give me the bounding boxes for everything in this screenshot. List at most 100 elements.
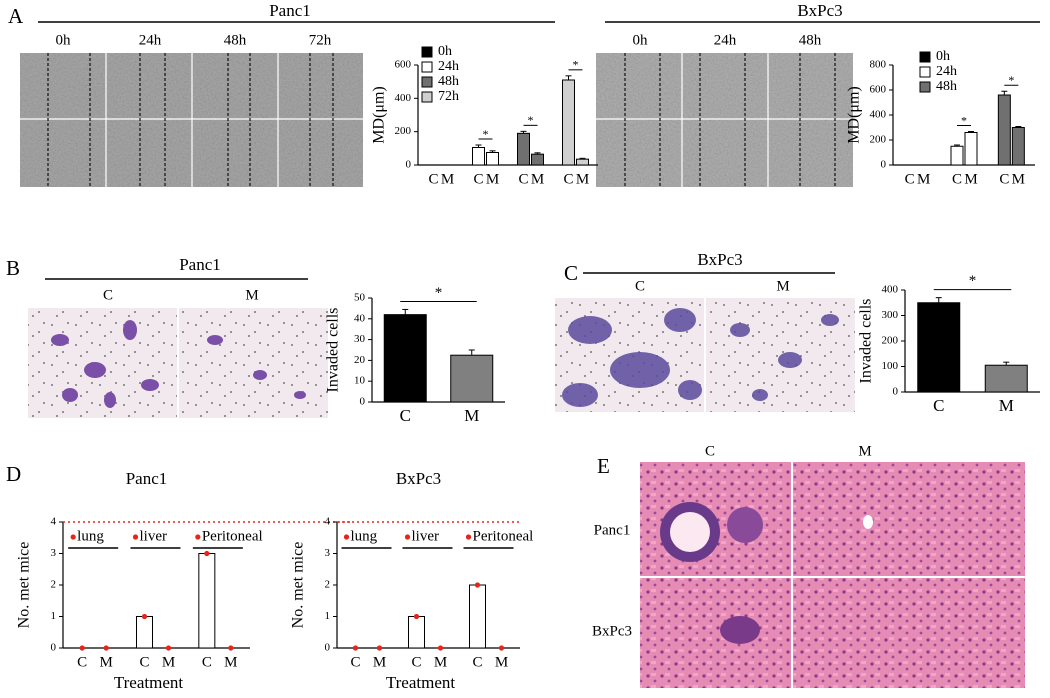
time-label: 48h bbox=[224, 32, 247, 48]
panel-letter: C bbox=[564, 261, 578, 285]
chart-title: Panc1 bbox=[126, 469, 168, 488]
x-tick-label: C bbox=[400, 406, 411, 425]
bar bbox=[531, 153, 544, 166]
y-tick-label: 100 bbox=[882, 360, 899, 372]
panel-letter: D bbox=[6, 462, 21, 486]
sig-label: * bbox=[961, 113, 967, 127]
legend-swatch bbox=[919, 81, 931, 93]
x-tick-label: M bbox=[162, 654, 175, 670]
group-label: lung bbox=[77, 528, 104, 544]
x-tick-label: M bbox=[999, 396, 1014, 415]
bar bbox=[136, 616, 153, 649]
y-tick-label: 20 bbox=[354, 354, 366, 366]
x-tick-label: M bbox=[917, 171, 930, 187]
x-tick-label: M bbox=[434, 654, 447, 670]
y-axis-label: Invaded cells bbox=[325, 308, 342, 393]
legend-swatch bbox=[421, 46, 433, 58]
column-label: C bbox=[705, 443, 715, 459]
y-tick-label: 600 bbox=[395, 59, 412, 71]
time-label: 0h bbox=[633, 32, 649, 48]
point bbox=[352, 645, 359, 651]
x-tick-label: M bbox=[99, 654, 112, 670]
point bbox=[413, 613, 420, 620]
x-tick-label: M bbox=[224, 654, 237, 670]
point bbox=[376, 645, 383, 651]
x-tick-label: C bbox=[411, 654, 421, 670]
legend-label: 0h bbox=[438, 44, 452, 59]
x-tick-label: C bbox=[77, 654, 87, 670]
panel-letter: A bbox=[8, 4, 24, 28]
chart-title: BxPc3 bbox=[396, 469, 441, 488]
x-tick-label: C bbox=[518, 171, 528, 187]
y-tick-label: 0 bbox=[360, 396, 366, 408]
bar bbox=[917, 302, 961, 393]
x-axis-label: Treatment bbox=[114, 673, 184, 692]
legend-label: 48h bbox=[438, 74, 459, 89]
bar bbox=[1011, 127, 1025, 166]
x-tick-label: C bbox=[933, 396, 944, 415]
x-tick-label: M bbox=[576, 171, 589, 187]
label-marker bbox=[343, 534, 350, 540]
x-tick-label: C bbox=[905, 171, 915, 187]
column-label: C bbox=[103, 287, 113, 303]
label-marker bbox=[70, 534, 76, 540]
time-label: 24h bbox=[139, 32, 162, 48]
legend-label: 48h bbox=[936, 79, 957, 94]
y-tick-label: 2 bbox=[51, 579, 57, 591]
x-axis-label: Treatment bbox=[386, 673, 456, 692]
y-tick-label: 200 bbox=[870, 134, 887, 146]
y-tick-label: 3 bbox=[51, 547, 57, 559]
sig-label: * bbox=[573, 58, 579, 72]
bar bbox=[562, 79, 575, 166]
y-tick-label: 800 bbox=[870, 59, 887, 71]
y-tick-label: 3 bbox=[325, 547, 331, 559]
label-marker bbox=[195, 534, 201, 540]
column-label: M bbox=[776, 278, 789, 294]
y-tick-label: 0 bbox=[325, 642, 331, 654]
point bbox=[103, 645, 109, 651]
bar bbox=[469, 584, 486, 649]
y-tick-label: 0 bbox=[406, 159, 412, 171]
y-tick-label: 0 bbox=[893, 386, 899, 398]
point bbox=[79, 645, 85, 651]
y-tick-label: 400 bbox=[870, 109, 887, 121]
panel-letter: E bbox=[597, 454, 610, 478]
bar bbox=[517, 132, 530, 166]
x-tick-label: M bbox=[373, 654, 386, 670]
time-label: 72h bbox=[309, 32, 332, 48]
bar bbox=[984, 364, 1028, 393]
y-tick-label: 400 bbox=[395, 92, 412, 104]
y-tick-label: 0 bbox=[51, 642, 57, 654]
x-tick-label: M bbox=[464, 406, 479, 425]
y-tick-label: 30 bbox=[354, 333, 366, 345]
y-tick-label: 1 bbox=[325, 610, 331, 622]
y-axis-label: MD(μm) bbox=[846, 86, 863, 143]
y-axis-label: No. met mice bbox=[16, 542, 33, 629]
point bbox=[204, 550, 210, 557]
label-marker bbox=[132, 534, 139, 540]
y-axis-label: MD(μm) bbox=[371, 86, 388, 143]
y-tick-label: 40 bbox=[354, 312, 366, 324]
y-axis-label: No. met mice bbox=[290, 542, 307, 629]
legend-label: 24h bbox=[936, 64, 957, 79]
column-label: M bbox=[245, 287, 258, 303]
group-label: Peritoneal bbox=[202, 528, 263, 544]
group-label: lung bbox=[351, 528, 378, 544]
x-tick-label: C bbox=[139, 654, 149, 670]
sig-label: * bbox=[435, 285, 443, 301]
label-marker bbox=[465, 534, 472, 540]
legend-swatch bbox=[421, 91, 433, 103]
y-tick-label: 2 bbox=[325, 579, 331, 591]
x-tick-label: C bbox=[999, 171, 1009, 187]
x-tick-label: M bbox=[441, 171, 454, 187]
x-tick-label: C bbox=[472, 654, 482, 670]
x-tick-label: M bbox=[495, 654, 508, 670]
point bbox=[474, 582, 481, 588]
bar bbox=[450, 354, 494, 403]
panel-letter: B bbox=[6, 256, 20, 280]
legend-label: 24h bbox=[438, 59, 459, 74]
sig-label: * bbox=[969, 273, 977, 289]
column-label: C bbox=[635, 278, 645, 294]
y-tick-label: 4 bbox=[51, 516, 57, 528]
